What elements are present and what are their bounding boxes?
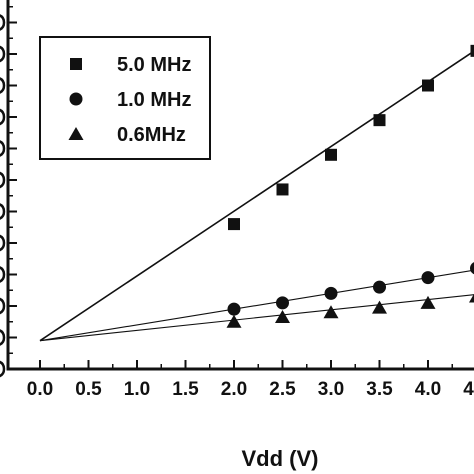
data-point-triangle — [275, 310, 290, 324]
y-tick-label-cropped — [0, 329, 6, 346]
x-tick-label: 3.5 — [366, 379, 393, 400]
data-point-square — [276, 183, 289, 196]
data-point-triangle — [226, 314, 242, 328]
data-point-circle — [227, 302, 241, 316]
y-tick-label-cropped — [0, 203, 6, 220]
legend-label: 1.0 MHz — [117, 89, 191, 111]
data-point-square — [228, 218, 240, 231]
x-tick-label: 2.5 — [269, 379, 296, 400]
data-point-triangle — [469, 293, 474, 303]
y-tick-label-cropped — [0, 234, 6, 252]
data-point-circle — [470, 262, 474, 275]
data-points — [226, 44, 474, 328]
y-tick-label-cropped — [0, 171, 6, 189]
data-point-circle — [324, 286, 338, 300]
y-tick-label-cropped — [0, 360, 6, 378]
fit-line — [39, 269, 474, 342]
legend-box — [39, 36, 211, 160]
y-tick-label-cropped — [0, 266, 6, 283]
x-tick-label: 4.5 — [463, 379, 474, 400]
data-point-square — [373, 114, 386, 127]
legend-label: 5.0 MHz — [117, 54, 191, 76]
plot-frame — [6, 0, 474, 371]
x-tick-label: 1.5 — [172, 379, 199, 400]
y-tick-label-cropped — [0, 45, 6, 63]
data-point-triangle — [372, 300, 387, 314]
y-axis-ticks — [0, 6, 17, 378]
x-tick-label: 4.0 — [415, 379, 441, 400]
x-tick-label: 0.5 — [75, 379, 102, 400]
y-tick-label-cropped — [0, 14, 6, 31]
x-tick-label: 2.0 — [221, 379, 247, 400]
x-tick-label: 3.0 — [318, 379, 344, 400]
legend-label: 0.6MHz — [117, 124, 186, 146]
fit-lines — [39, 50, 474, 342]
legend-marker-circle — [69, 92, 83, 106]
y-tick-label-cropped — [0, 77, 6, 94]
legend-marker-triangle — [68, 127, 84, 140]
y-tick-label-cropped — [0, 297, 6, 315]
y-tick-label-cropped — [0, 140, 6, 157]
data-point-triangle — [420, 295, 436, 309]
fit-line — [39, 294, 474, 342]
data-point-square — [422, 79, 434, 92]
x-tick-label: 0.0 — [27, 379, 53, 400]
data-point-triangle — [323, 305, 339, 319]
y-tick-label-cropped — [0, 108, 6, 126]
legend: 5.0 MHz 1.0 MHz 0.6MHz — [39, 36, 211, 160]
data-point-square — [325, 148, 337, 161]
x-axis-ticks: 0.0 0.5 1.0 1.5 2.0 2.5 3.0 3.5 4.0 4.5 — [27, 360, 474, 400]
x-axis-title: Vdd (V) — [242, 446, 319, 471]
data-point-square — [470, 44, 474, 57]
data-point-circle — [276, 296, 289, 310]
data-point-circle — [373, 280, 386, 294]
data-point-circle — [421, 271, 435, 285]
legend-marker-square — [70, 58, 82, 70]
x-tick-label: 1.0 — [124, 379, 150, 400]
fit-line — [39, 50, 474, 342]
